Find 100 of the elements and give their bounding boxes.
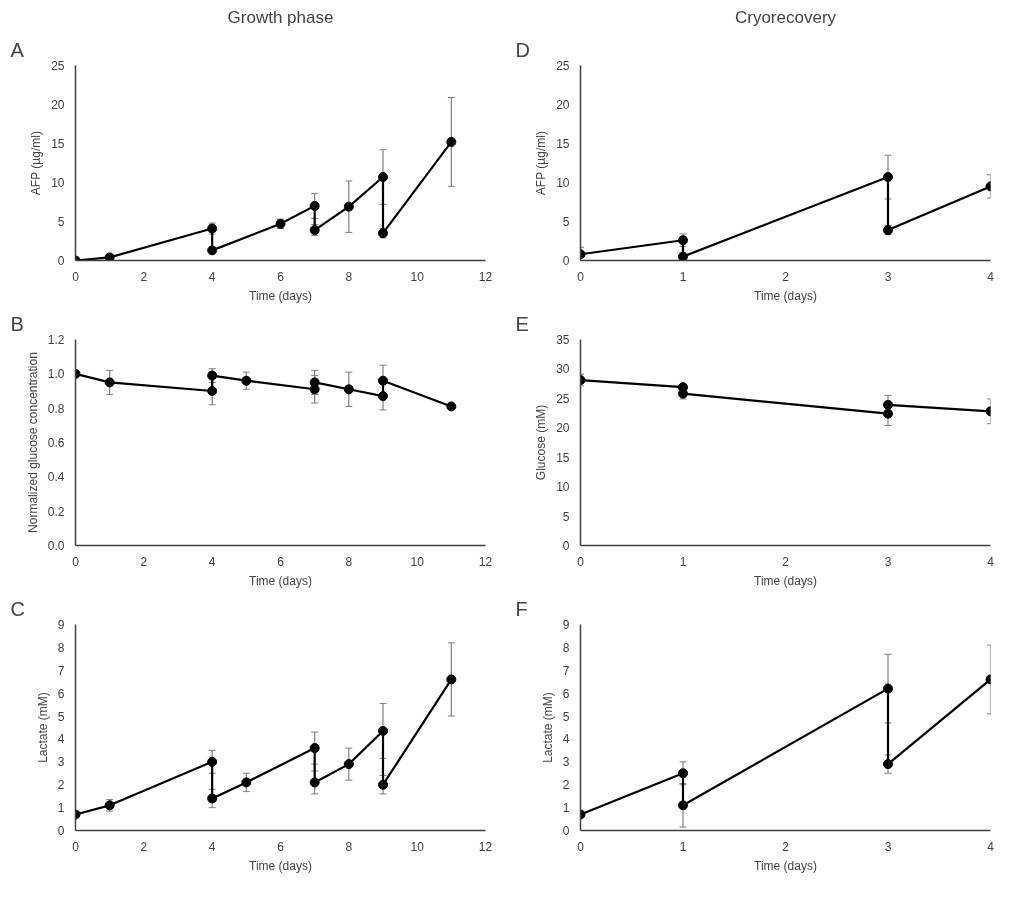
text: F bbox=[515, 597, 528, 620]
y-axis-title: Glucose (mM) bbox=[534, 404, 549, 481]
y-tick-label: 0.2 bbox=[47, 504, 65, 519]
y-tick-label: 0 bbox=[562, 539, 570, 553]
x-axis-title: Time (days) bbox=[754, 573, 817, 588]
x-tick-label: 4 bbox=[987, 269, 995, 284]
x-tick-label: 12 bbox=[478, 269, 493, 284]
y-tick-label: 0 bbox=[562, 824, 570, 838]
text: E bbox=[515, 312, 529, 335]
x-axis-title: Time (days) bbox=[249, 858, 312, 873]
y-axis-title: Lactate (mM) bbox=[540, 692, 555, 763]
y-tick-label: 2 bbox=[57, 778, 65, 793]
y-tick-label: 9 bbox=[562, 618, 570, 632]
x-tick-label: 3 bbox=[884, 839, 892, 854]
y-tick-label: 0.0 bbox=[47, 539, 65, 553]
x-tick-label: 0 bbox=[72, 554, 80, 569]
y-tick-label: 0.6 bbox=[47, 436, 65, 450]
x-axis-title: Time (days) bbox=[754, 858, 817, 873]
y-tick-label: 10 bbox=[556, 176, 570, 190]
y-tick-label: 4 bbox=[57, 732, 65, 747]
x-tick-label: 3 bbox=[884, 554, 892, 569]
y-tick-label: 15 bbox=[51, 137, 65, 151]
y-tick-label: 15 bbox=[556, 137, 570, 151]
x-tick-label: 4 bbox=[987, 839, 995, 854]
x-tick-label: 10 bbox=[410, 839, 425, 854]
x-axis-title: Time (days) bbox=[754, 288, 817, 303]
y-tick-label: 15 bbox=[556, 450, 570, 465]
y-tick-label: 6 bbox=[57, 686, 65, 701]
x-tick-label: 4 bbox=[208, 554, 216, 569]
x-tick-label: 2 bbox=[782, 554, 790, 569]
y-axis-title: Lactate (mM) bbox=[35, 692, 50, 763]
x-tick-label: 2 bbox=[782, 839, 790, 854]
x-tick-label: 10 bbox=[410, 554, 425, 569]
y-tick-label: 8 bbox=[57, 640, 65, 655]
y-axis-title: AFP (µg/ml) bbox=[534, 131, 549, 196]
y-tick-label: 4 bbox=[562, 732, 570, 747]
y-tick-label: 0 bbox=[57, 824, 65, 838]
y-tick-label: 5 bbox=[562, 215, 570, 229]
x-tick-label: 0 bbox=[577, 554, 585, 569]
y-tick-label: 1 bbox=[57, 801, 65, 816]
y-tick-label: 25 bbox=[556, 391, 570, 406]
x-tick-label: 12 bbox=[478, 554, 493, 569]
x-tick-label: 4 bbox=[987, 554, 995, 569]
x-tick-label: 2 bbox=[782, 269, 790, 284]
y-tick-label: 0 bbox=[562, 254, 570, 268]
y-tick-label: 30 bbox=[556, 362, 570, 377]
x-tick-label: 4 bbox=[208, 839, 216, 854]
y-tick-label: 25 bbox=[51, 59, 65, 73]
x-tick-label: 3 bbox=[884, 269, 892, 284]
y-tick-label: 7 bbox=[562, 663, 570, 678]
y-tick-label: 5 bbox=[562, 709, 570, 724]
y-tick-label: 9 bbox=[57, 618, 65, 632]
x-tick-label: 6 bbox=[277, 269, 285, 284]
x-tick-label: 2 bbox=[140, 554, 148, 569]
x-tick-label: 4 bbox=[208, 269, 216, 284]
x-tick-label: 0 bbox=[577, 269, 585, 284]
y-tick-label: 1 bbox=[562, 801, 570, 816]
y-tick-label: 10 bbox=[51, 176, 65, 190]
y-tick-label: 7 bbox=[57, 663, 65, 678]
x-axis-title: Time (days) bbox=[249, 288, 312, 303]
y-tick-label: 20 bbox=[556, 98, 570, 112]
x-tick-label: 1 bbox=[679, 269, 687, 284]
y-tick-label: 35 bbox=[556, 333, 570, 347]
x-tick-label: 2 bbox=[140, 269, 148, 284]
y-tick-label: 5 bbox=[562, 509, 570, 524]
y-tick-label: 20 bbox=[51, 98, 65, 112]
x-tick-label: 6 bbox=[277, 554, 285, 569]
x-tick-label: 2 bbox=[140, 839, 148, 854]
x-tick-label: 12 bbox=[478, 839, 493, 854]
y-tick-label: 6 bbox=[562, 686, 570, 701]
y-tick-label: 25 bbox=[556, 59, 570, 73]
x-tick-label: 8 bbox=[345, 269, 353, 284]
y-tick-label: 5 bbox=[57, 215, 65, 229]
y-axis-title: Normalized glucose concentration bbox=[25, 352, 40, 533]
text: A bbox=[10, 38, 25, 61]
y-tick-label: 8 bbox=[562, 640, 570, 655]
y-tick-label: 0.4 bbox=[47, 470, 65, 485]
x-tick-label: 10 bbox=[410, 269, 425, 284]
text: C bbox=[10, 597, 25, 620]
y-tick-label: 10 bbox=[556, 480, 570, 495]
y-tick-label: 3 bbox=[57, 755, 65, 770]
x-tick-label: 0 bbox=[72, 839, 80, 854]
y-tick-label: 5 bbox=[57, 709, 65, 724]
y-tick-label: 2 bbox=[562, 778, 570, 793]
x-tick-label: 0 bbox=[577, 839, 585, 854]
text: B bbox=[10, 312, 24, 335]
x-tick-label: 1 bbox=[679, 839, 687, 854]
chart-title: Growth phase bbox=[227, 7, 334, 27]
y-axis-title: AFP (µg/ml) bbox=[29, 131, 44, 196]
x-axis-title: Time (days) bbox=[249, 573, 312, 588]
x-tick-label: 1 bbox=[679, 554, 687, 569]
y-tick-label: 1.2 bbox=[47, 333, 65, 347]
x-tick-label: 6 bbox=[277, 839, 285, 854]
y-tick-label: 3 bbox=[562, 755, 570, 770]
x-tick-label: 8 bbox=[345, 554, 353, 569]
x-tick-label: 0 bbox=[72, 269, 80, 284]
y-tick-label: 20 bbox=[556, 421, 570, 436]
y-tick-label: 1.0 bbox=[47, 367, 65, 382]
y-tick-label: 0.8 bbox=[47, 401, 65, 416]
chart-title: Cryorecovery bbox=[734, 7, 837, 27]
